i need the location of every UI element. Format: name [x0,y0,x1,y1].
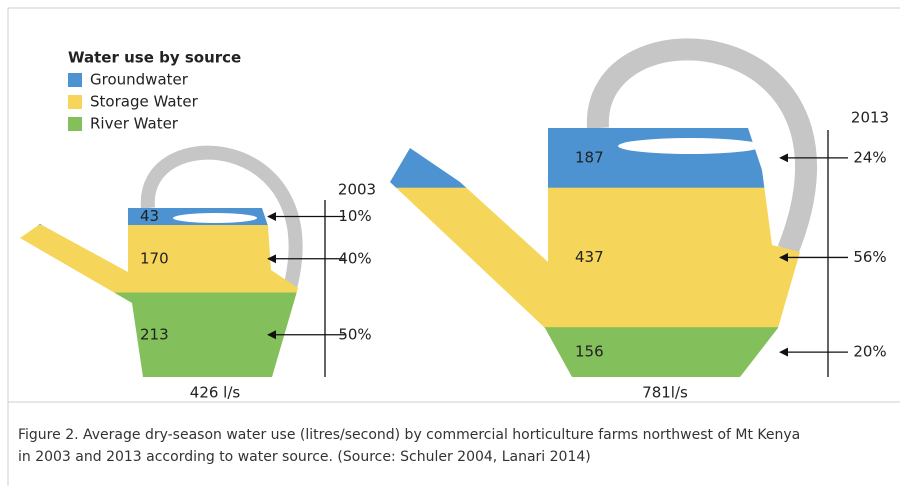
share-label: 24% [853,148,886,166]
value-label: 187 [575,148,604,166]
year-label: 2003 [338,181,376,199]
share-label: 40% [338,249,371,267]
legend-label: River Water [90,115,179,133]
chart: Water use by source Groundwater Storage W… [0,0,900,486]
legend-swatch [68,73,82,87]
legend-title: Water use by source [68,49,241,67]
share-label: 56% [853,248,886,266]
opening [173,213,257,223]
opening [618,138,762,154]
value-label: 437 [575,248,604,266]
caption: Figure 2. Average dry-season water use (… [18,424,808,468]
value-label: 170 [140,249,169,267]
value-label: 156 [575,343,604,361]
share-label: 10% [338,207,371,225]
legend-swatch [68,95,82,109]
legend-label: Storage Water [90,93,199,111]
share-label: 50% [338,325,371,343]
legend-label: Groundwater [90,71,189,89]
year-label: 2013 [851,109,889,127]
legend-swatch [68,117,82,131]
share-label: 20% [853,343,886,361]
value-label: 43 [140,207,159,225]
value-label: 213 [140,325,169,343]
figure: Water use by source Groundwater Storage W… [0,0,900,486]
total-label: 781l/s [642,384,688,402]
total-label: 426 l/s [190,384,241,402]
